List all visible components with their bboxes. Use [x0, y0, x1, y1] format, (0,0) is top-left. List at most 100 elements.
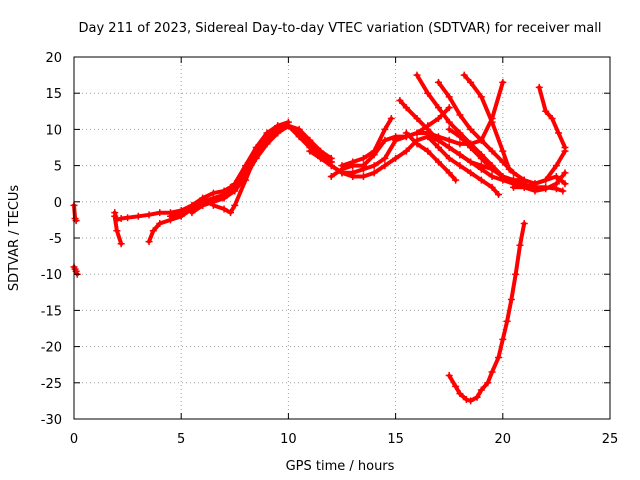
data-point: [424, 147, 432, 155]
data-point: [434, 115, 442, 123]
x-tick-label: 0: [70, 432, 78, 447]
data-point: [359, 154, 367, 162]
data-point: [424, 89, 432, 97]
data-point: [467, 125, 475, 133]
data-point: [274, 122, 282, 130]
data-point: [499, 335, 507, 343]
data-point: [488, 183, 496, 191]
data-point: [156, 220, 164, 228]
series-arc-2: [70, 263, 81, 278]
data-point: [510, 169, 518, 177]
data-point: [381, 136, 389, 144]
data-point: [535, 83, 543, 91]
data-point: [456, 162, 464, 170]
data-point: [392, 154, 400, 162]
series-line: [447, 221, 527, 403]
data-point: [488, 165, 496, 173]
y-tick-label: 15: [45, 87, 62, 102]
series-line: [462, 73, 512, 172]
data-point: [242, 176, 250, 184]
data-point: [561, 144, 569, 151]
data-point: [338, 169, 346, 177]
data-point: [156, 209, 164, 217]
data-point: [456, 111, 464, 119]
data-point: [559, 187, 567, 195]
data-point: [477, 93, 485, 101]
data-point: [252, 151, 260, 159]
series-arc-21: [510, 172, 569, 191]
data-point: [510, 183, 518, 191]
data-point: [505, 165, 513, 173]
data-point: [370, 169, 378, 177]
series-arc-8: [209, 118, 292, 217]
data-point: [542, 107, 550, 115]
y-tick-label: -30: [41, 413, 62, 428]
data-point: [434, 104, 442, 112]
data-point: [199, 201, 207, 209]
data-point: [306, 136, 314, 144]
data-point: [402, 147, 410, 155]
data-point: [434, 158, 442, 166]
data-point: [477, 176, 485, 184]
data-point: [445, 104, 453, 112]
y-tick-label: -10: [41, 268, 62, 283]
data-point: [145, 211, 153, 219]
data-point: [284, 118, 292, 126]
data-point: [445, 169, 453, 177]
data-point: [488, 118, 496, 126]
data-series: [70, 71, 569, 405]
data-point: [231, 187, 239, 195]
data-point: [520, 176, 528, 184]
data-point: [402, 104, 410, 112]
y-tick-label: -5: [49, 232, 62, 247]
data-point: [477, 136, 485, 144]
axis-ticks: 0 5 10 15 20 25 -30 -25 -20 -15 -10 -5 0 5 10 15 20: [41, 51, 619, 447]
data-point: [499, 172, 507, 180]
data-point: [452, 176, 460, 184]
series-arc-1: [70, 201, 80, 225]
data-point: [227, 209, 235, 217]
data-point: [134, 212, 142, 220]
data-point: [166, 212, 174, 220]
data-point: [424, 125, 432, 133]
y-tick-label: -25: [41, 377, 62, 392]
data-point: [484, 379, 492, 387]
data-point: [561, 180, 569, 188]
data-point: [359, 172, 367, 180]
series-line: [425, 134, 501, 197]
data-point: [117, 240, 125, 248]
data-point: [370, 162, 378, 170]
data-point: [488, 368, 496, 376]
data-point: [445, 154, 453, 162]
data-point: [445, 136, 453, 144]
data-point: [499, 78, 507, 86]
data-point: [327, 172, 335, 180]
data-point: [552, 162, 560, 170]
y-tick-label: -20: [41, 341, 62, 356]
data-point: [149, 227, 157, 235]
data-point: [413, 140, 421, 148]
data-point: [548, 115, 556, 123]
y-tick-label: 20: [45, 51, 62, 66]
y-tick-label: 0: [54, 196, 62, 211]
data-point: [349, 158, 357, 166]
data-point: [467, 78, 475, 86]
data-point: [467, 397, 475, 405]
data-point: [456, 151, 464, 159]
data-point: [124, 214, 132, 222]
data-point: [117, 214, 125, 222]
data-point: [477, 165, 485, 173]
series-arc-22: [445, 220, 528, 405]
x-tick-label: 10: [280, 432, 297, 447]
data-point: [231, 201, 239, 209]
data-point: [520, 183, 528, 191]
grid-lines: [74, 57, 610, 419]
series-arc-16: [424, 133, 503, 199]
data-point: [327, 154, 335, 162]
y-axis-label: SDTVAR / TECUs: [7, 185, 22, 292]
data-point: [516, 241, 524, 249]
data-point: [306, 147, 314, 155]
data-point: [295, 133, 303, 141]
data-point: [231, 180, 239, 188]
